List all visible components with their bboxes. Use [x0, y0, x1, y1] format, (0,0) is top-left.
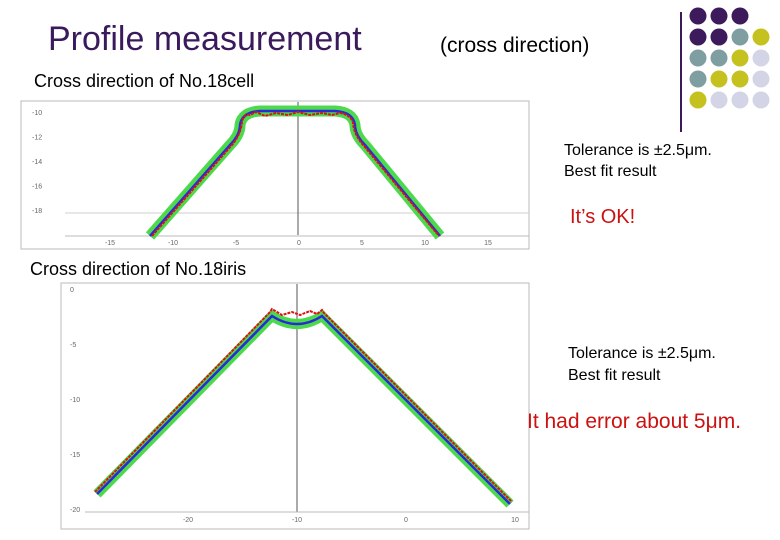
- axis-tick-label: -18: [32, 208, 42, 215]
- decor-dot: [689, 70, 707, 88]
- best-fit-curve: [96, 314, 511, 505]
- decor-dot: [752, 49, 770, 67]
- decor-dot: [689, 49, 707, 67]
- axis-tick-label: 10: [511, 517, 519, 524]
- axis-tick-label: -10: [70, 397, 80, 404]
- measured-profile: [94, 307, 513, 503]
- axis-tick-label: -15: [105, 240, 115, 247]
- axis-tick-label: -15: [70, 452, 80, 459]
- section2-tolerance-note: Tolerance is ±2.5μm.: [568, 345, 716, 362]
- decor-dot: [689, 91, 707, 109]
- decor-dot: [731, 49, 749, 67]
- decor-dot: [752, 91, 770, 109]
- axis-tick-label: 5: [360, 240, 364, 247]
- measured-profile: [151, 110, 440, 237]
- section1-label: Cross direction of No.18cell: [34, 71, 255, 91]
- section2-verdict: It had error about 5μm.: [527, 410, 742, 433]
- section1-fit-note: Best fit result: [564, 163, 657, 180]
- slide-title: Profile measurement: [48, 20, 362, 58]
- decor-dot: [710, 70, 728, 88]
- section1-tolerance-note: Tolerance is ±2.5μm.: [564, 142, 712, 159]
- axis-tick-label: 0: [297, 240, 301, 247]
- decor-dot: [689, 28, 707, 46]
- decor-dot: [752, 70, 770, 88]
- section1-verdict: It’s OK!: [570, 206, 636, 228]
- axis-tick-label: -10: [32, 110, 42, 117]
- slide-subtitle: (cross direction): [440, 34, 590, 57]
- decor-dot: [689, 7, 707, 25]
- axis-tick-label: 10: [421, 240, 429, 247]
- axis-tick-label: -5: [233, 240, 239, 247]
- axis-tick-label: -14: [32, 159, 42, 166]
- section2-label: Cross direction of No.18iris: [30, 259, 247, 279]
- decor-dot: [731, 70, 749, 88]
- best-fit-curve: [149, 109, 441, 237]
- axis-tick-label: 0: [404, 517, 408, 524]
- axis-tick-label: -20: [183, 517, 193, 524]
- decor-dot: [731, 7, 749, 25]
- decor-divider-line: [680, 12, 682, 132]
- section2-fit-note: Best fit result: [568, 367, 661, 384]
- axis-tick-label: -16: [32, 184, 42, 191]
- decor-dot: [752, 28, 770, 46]
- cell-profile-chart: -15 -10 -5 0 5 10 15 -10 -12 -14 -16 -18: [20, 100, 530, 250]
- decor-dot: [731, 28, 749, 46]
- decor-dot: [710, 7, 728, 25]
- axis-tick-label: 15: [484, 240, 492, 247]
- axis-tick-label: 0: [70, 287, 74, 294]
- axis-tick-label: -12: [32, 135, 42, 142]
- decor-dot: [710, 91, 728, 109]
- chart-frame: [20, 100, 530, 250]
- decor-dot: [710, 28, 728, 46]
- axis-tick-label: -20: [70, 507, 80, 514]
- iris-profile-chart: -20-1001020 0-5-10-15-20: [60, 282, 530, 530]
- decor-dot: [731, 91, 749, 109]
- axis-tick-label: -10: [292, 517, 302, 524]
- decor-dot: [710, 49, 728, 67]
- axis-tick-label: -5: [70, 342, 76, 349]
- axis-tick-label: -10: [168, 240, 178, 247]
- decor-dot-grid: [689, 7, 770, 109]
